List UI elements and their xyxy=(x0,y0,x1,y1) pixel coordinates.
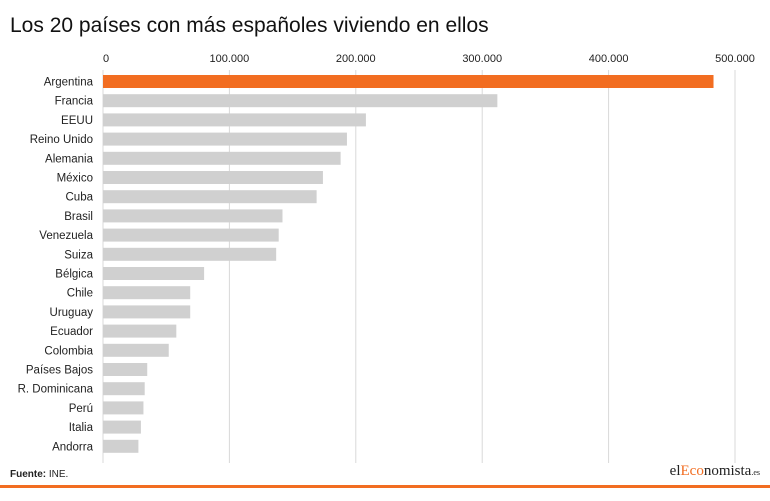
x-tick-label: 400.000 xyxy=(589,53,629,65)
x-tick-label: 0 xyxy=(103,53,109,65)
category-label: Italia xyxy=(69,422,94,434)
brand-suffix: .es xyxy=(751,468,760,477)
category-label: R. Dominicana xyxy=(18,384,94,396)
bar xyxy=(103,305,191,319)
bar xyxy=(103,75,714,88)
source-note: Fuente: INE. xyxy=(10,469,68,480)
bar xyxy=(103,267,205,280)
brand-pre: el xyxy=(669,463,681,479)
category-label: Bélgica xyxy=(55,269,93,281)
category-label: Francia xyxy=(55,96,94,108)
x-tick-label: 100.000 xyxy=(210,53,250,65)
bar xyxy=(103,171,323,184)
bar xyxy=(103,94,498,108)
brand-main: nomista xyxy=(703,463,752,479)
bar xyxy=(103,439,139,453)
category-label: Perú xyxy=(69,403,93,415)
category-label: Colombia xyxy=(44,345,93,357)
bar xyxy=(103,420,141,434)
category-label: Chile xyxy=(67,288,93,300)
bar xyxy=(103,151,341,165)
bar xyxy=(103,190,317,204)
category-label: Venezuela xyxy=(39,230,93,242)
category-label: Cuba xyxy=(66,192,94,204)
category-label: México xyxy=(57,173,93,185)
bar xyxy=(103,132,347,146)
chart-title: Los 20 países con más españoles viviendo… xyxy=(10,14,489,37)
bar xyxy=(103,113,366,127)
bar xyxy=(103,382,145,396)
bar xyxy=(103,286,191,300)
category-label: Reino Unido xyxy=(30,134,93,146)
x-tick-label: 300.000 xyxy=(462,53,502,65)
bar xyxy=(103,363,148,376)
bar xyxy=(103,247,277,261)
x-tick-label: 200.000 xyxy=(336,53,376,65)
category-label: Suiza xyxy=(64,249,93,261)
brand-logo: elEconomista.es xyxy=(670,463,760,480)
category-label: Alemania xyxy=(45,153,94,165)
source-label: Fuente: xyxy=(10,469,47,480)
brand-accent: Eco xyxy=(680,463,704,479)
category-label: Uruguay xyxy=(50,307,94,319)
bar xyxy=(103,209,283,223)
category-label: Andorra xyxy=(52,441,94,453)
source-text: INE. xyxy=(48,469,69,480)
category-label: Brasil xyxy=(64,211,93,223)
x-tick-label: 500.000 xyxy=(715,53,755,65)
category-label: Países Bajos xyxy=(26,365,93,377)
bar xyxy=(103,343,169,357)
category-label: Ecuador xyxy=(50,326,93,338)
category-label: EEUU xyxy=(61,115,93,127)
bar xyxy=(103,401,144,415)
category-label: Argentina xyxy=(44,77,94,89)
bar xyxy=(103,228,279,242)
bottom-accent-rule xyxy=(0,485,770,488)
bar xyxy=(103,324,177,338)
